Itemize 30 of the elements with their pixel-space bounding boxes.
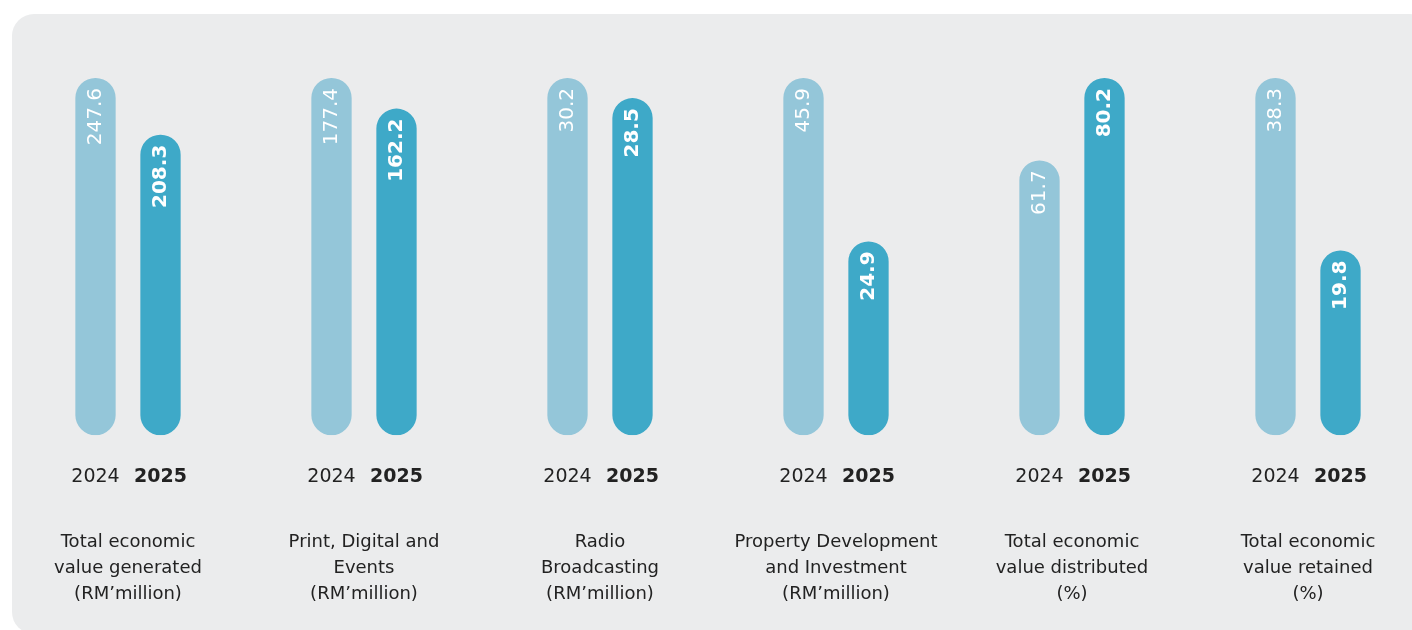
data-label: 80.2	[1090, 88, 1115, 138]
x-tick-label: 2025	[1078, 463, 1131, 486]
x-axis-title: Radio Broadcasting (RM’million)	[540, 529, 660, 605]
x-axis-title: Print, Digital and Events (RM’million)	[287, 529, 441, 605]
x-tick-label: 2025	[1314, 463, 1367, 486]
data-label: 30.2	[553, 88, 578, 133]
data-label: 61.7	[1025, 170, 1050, 215]
data-label: 247.6	[81, 88, 106, 146]
x-tick-label: 2025	[134, 463, 187, 486]
x-tick-label: 2024	[779, 463, 828, 486]
x-axis-title: Total economic value retained (%)	[1239, 529, 1377, 605]
x-tick-label: 2024	[1251, 463, 1300, 486]
x-axis-title: Property Development and Investment (RM’million)	[733, 529, 939, 605]
data-label: 208.3	[146, 144, 171, 208]
x-tick-label: 2025	[606, 463, 659, 486]
data-label: 45.9	[789, 88, 814, 133]
data-label: 177.4	[317, 88, 342, 146]
data-label: 38.3	[1261, 88, 1286, 133]
x-tick-label: 2024	[1015, 463, 1064, 486]
data-label: 24.9	[854, 251, 879, 301]
x-axis-title: Total economic value generated (RM’million)	[53, 529, 203, 605]
data-label: 162.2	[382, 118, 407, 182]
x-tick-label: 2024	[71, 463, 120, 486]
x-tick-label: 2024	[543, 463, 592, 486]
x-axis-title: Total economic value distributed (%)	[994, 529, 1150, 605]
x-tick-label: 2024	[307, 463, 356, 486]
x-tick-label: 2025	[370, 463, 423, 486]
data-label: 19.8	[1326, 260, 1351, 310]
x-tick-label: 2025	[842, 463, 895, 486]
data-label: 28.5	[618, 108, 643, 158]
